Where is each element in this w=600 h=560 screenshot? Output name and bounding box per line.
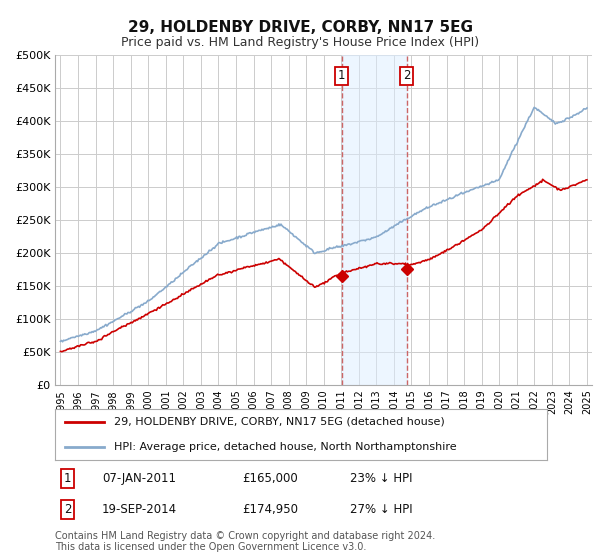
Text: £165,000: £165,000 [242,472,298,485]
Text: 1: 1 [338,69,346,82]
Text: 07-JAN-2011: 07-JAN-2011 [102,472,176,485]
Text: Contains HM Land Registry data © Crown copyright and database right 2024.
This d: Contains HM Land Registry data © Crown c… [55,531,436,553]
Text: 2: 2 [403,69,410,82]
Text: Price paid vs. HM Land Registry's House Price Index (HPI): Price paid vs. HM Land Registry's House … [121,36,479,49]
Text: 27% ↓ HPI: 27% ↓ HPI [350,503,413,516]
Text: 23% ↓ HPI: 23% ↓ HPI [350,472,413,485]
Text: 29, HOLDENBY DRIVE, CORBY, NN17 5EG: 29, HOLDENBY DRIVE, CORBY, NN17 5EG [128,20,473,35]
Text: 19-SEP-2014: 19-SEP-2014 [102,503,177,516]
Text: HPI: Average price, detached house, North Northamptonshire: HPI: Average price, detached house, Nort… [114,442,457,452]
Text: 2: 2 [64,503,71,516]
Text: 29, HOLDENBY DRIVE, CORBY, NN17 5EG (detached house): 29, HOLDENBY DRIVE, CORBY, NN17 5EG (det… [114,417,445,427]
Text: £174,950: £174,950 [242,503,298,516]
Text: 1: 1 [64,472,71,485]
Bar [341,55,407,385]
